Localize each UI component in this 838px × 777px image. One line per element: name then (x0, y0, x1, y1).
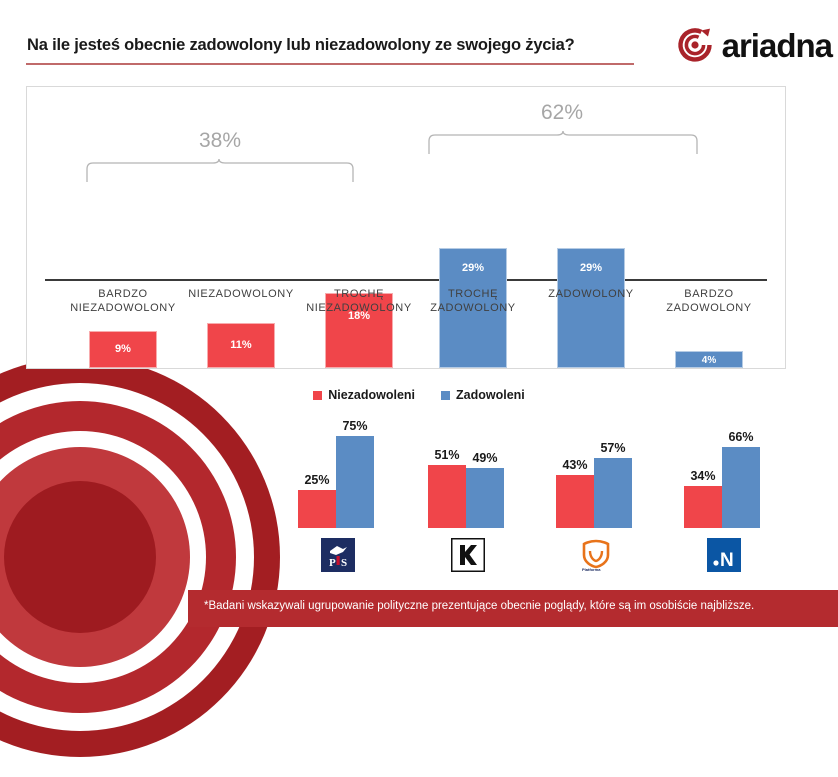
bar-value-label: 18% (347, 310, 371, 322)
brace-38 (86, 159, 354, 182)
bar-rect (594, 458, 632, 528)
bar-value-label: 25% (304, 473, 330, 487)
bar-rect (675, 351, 743, 368)
page-title: Na ile jesteś obecnie zadowolony lub nie… (27, 36, 575, 54)
category-line-1: TROCHĘ (333, 288, 385, 300)
legend-swatch-blue (441, 390, 451, 400)
party-chart-legend: Niezadowoleni Zadowoleni (0, 388, 838, 402)
party-bars-kukiz15: 51% 49% (420, 414, 516, 528)
bar-value-label: 57% (600, 441, 626, 455)
bar-value-label: 29% (579, 262, 603, 274)
bar-value-label: 49% (472, 451, 498, 465)
bar-rect (556, 475, 594, 528)
bar-rect (466, 468, 504, 528)
legend-label: Niezadowoleni (328, 388, 416, 402)
title-underline (26, 63, 634, 65)
legend-swatch-red (313, 390, 323, 400)
svg-text:N: N (720, 550, 734, 571)
brace-62 (428, 131, 698, 154)
category-line-2: NIEZADOWOLONY (70, 302, 176, 314)
po-logo-icon: Platforma (582, 539, 610, 572)
party-group-nowoczesna: 34% 66% N (676, 414, 772, 574)
header: Na ile jesteś obecnie zadowolony lub nie… (0, 0, 838, 78)
legend-label: Zadowoleni (456, 388, 525, 402)
decorative-corner-rings (0, 357, 300, 777)
bar-rect (428, 465, 466, 528)
bar-rect (298, 490, 336, 528)
svg-text:P: P (329, 557, 336, 569)
ring-inner (0, 447, 190, 667)
brace-label-62: 62% (540, 101, 584, 124)
category-line-1: NIEZADOWOLONY (188, 288, 294, 300)
bar-rect (557, 248, 625, 368)
bar-bardzo-niezadowolony[interactable]: 9% (89, 176, 157, 368)
category-label-bardzo-niezadowolony: BARDZO NIEZADOWOLONY (63, 287, 183, 315)
party-group-kukiz15: 51% 49% (420, 414, 516, 574)
category-line-1: BARDZO (684, 288, 734, 300)
category-line-2: ZADOWOLONY (666, 302, 752, 314)
bar-value-label: 43% (562, 458, 588, 472)
bar-rect (325, 293, 393, 368)
category-label-troche-zadowolony: TROCHĘ ZADOWOLONY (413, 287, 533, 315)
axis-baseline-left (45, 279, 405, 281)
bar-value-label: 4% (701, 355, 717, 366)
bar-rect (684, 486, 722, 528)
nowoczesna-logo-icon: N (707, 538, 741, 572)
main-chart-plot: 38% 62% 9% 11% 18% 29% (27, 87, 785, 368)
party-chart: 25% 75% P S 51% 49% (280, 414, 790, 574)
category-label-zadowolony: ZADOWOLONY (531, 287, 651, 301)
ring-gap-1 (0, 383, 254, 731)
category-label-niezadowolony: NIEZADOWOLONY (181, 287, 301, 301)
bar-value-label: 51% (434, 448, 460, 462)
bar-rect (439, 248, 507, 368)
footer-note: *Badani wskazywali ugrupowanie polityczn… (204, 600, 755, 612)
legend-item-niezadowoleni[interactable]: Niezadowoleni (313, 388, 415, 402)
legend-item-zadowoleni[interactable]: Zadowoleni (441, 388, 525, 402)
footer-bar: *Badani wskazywali ugrupowanie polityczn… (188, 590, 838, 627)
category-line-2: NIEZADOWOLONY (306, 302, 412, 314)
category-line-1: ZADOWOLONY (548, 288, 634, 300)
bar-bardzo-zadowolony[interactable]: 4% (675, 176, 743, 368)
bar-value-label: 11% (230, 339, 252, 351)
category-label-troche-niezadowolony: TROCHĘ NIEZADOWOLONY (299, 287, 419, 315)
category-label-bardzo-zadowolony: BARDZO ZADOWOLONY (649, 287, 769, 315)
party-bars-po: 43% 57% (548, 414, 644, 528)
ring-mid (0, 401, 236, 713)
party-group-pis: 25% 75% P S (290, 414, 386, 574)
bar-zadowolony[interactable]: 29% (557, 176, 625, 368)
bar-rect (336, 436, 374, 528)
category-line-1: TROCHĘ (447, 288, 499, 300)
ring-outer (0, 357, 280, 757)
category-line-2: ZADOWOLONY (430, 302, 516, 314)
bar-value-label: 9% (115, 343, 131, 355)
svg-text:S: S (341, 557, 347, 569)
bar-troche-niezadowolony[interactable]: 18% (325, 176, 393, 368)
brace-label-38: 38% (198, 129, 242, 152)
bar-value-label: 75% (342, 419, 368, 433)
ariadna-spiral-icon (677, 28, 712, 62)
category-line-1: BARDZO (98, 288, 148, 300)
party-group-po: 43% 57% Platforma (548, 414, 644, 574)
party-bars-pis: 25% 75% (290, 414, 386, 528)
main-chart-panel: 38% 62% 9% 11% 18% 29% (26, 86, 786, 369)
kukiz15-logo-icon (451, 538, 485, 572)
bar-troche-zadowolony[interactable]: 29% (439, 176, 507, 368)
ring-gap-2 (0, 431, 206, 683)
bar-rect (722, 447, 760, 528)
pis-logo-icon: P S (321, 538, 355, 572)
party-bars-nowoczesna: 34% 66% (676, 414, 772, 528)
bar-value-label: 29% (461, 262, 485, 274)
brand-logo: ariadna (675, 24, 833, 66)
ring-core (4, 481, 156, 633)
svg-text:Platforma: Platforma (582, 567, 601, 572)
bar-value-label: 66% (728, 430, 754, 444)
bar-niezadowolony[interactable]: 11% (207, 176, 275, 368)
brand-name: ariadna (721, 26, 833, 64)
bar-value-label: 34% (690, 469, 716, 483)
